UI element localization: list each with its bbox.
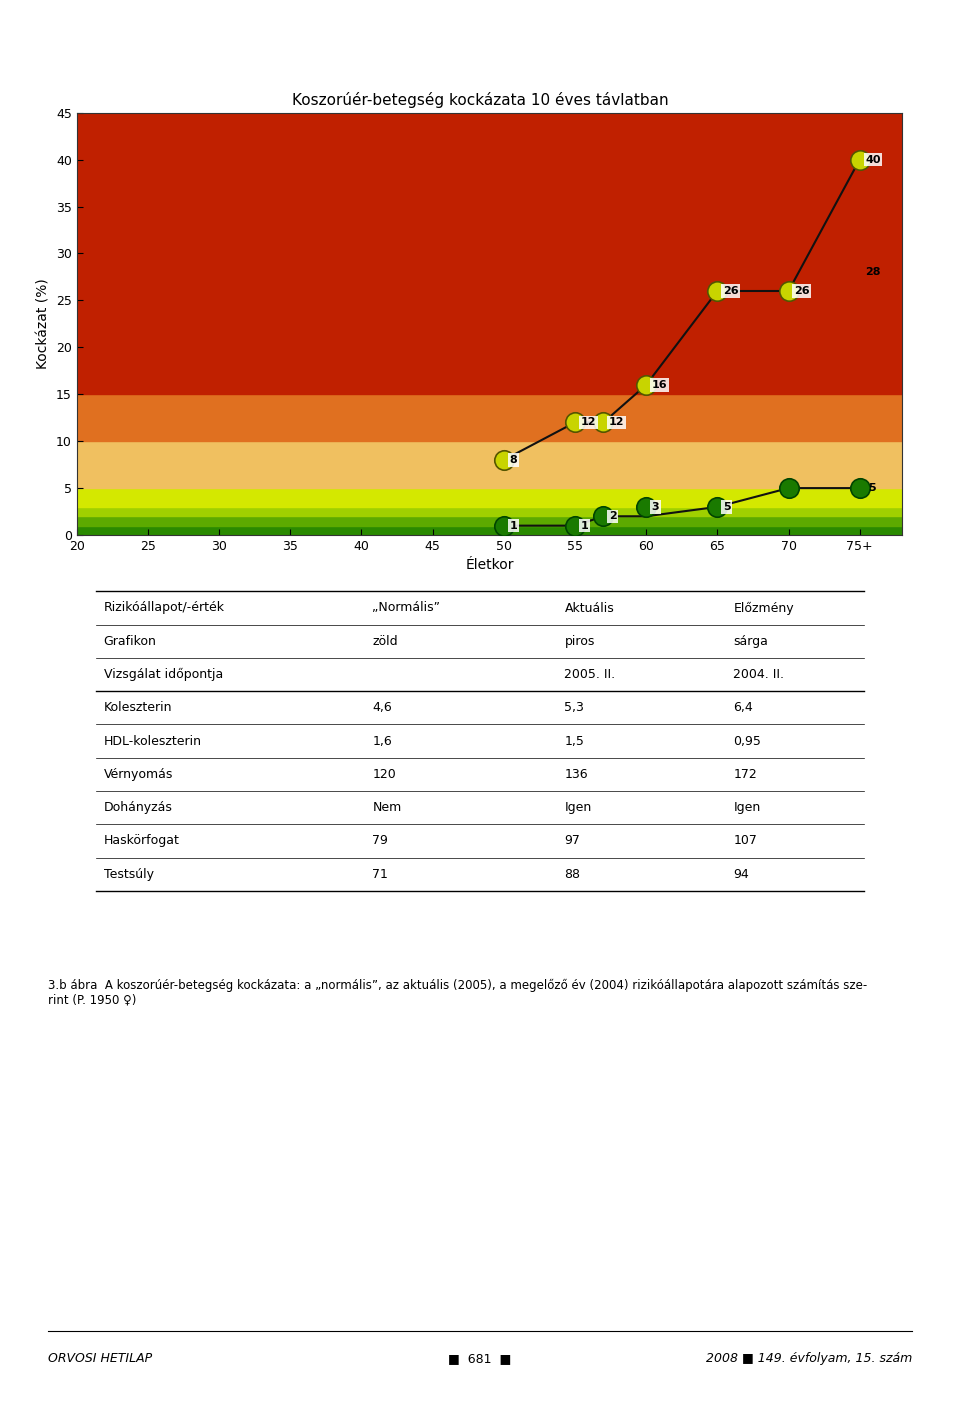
Text: „Normális”: „Normális” (372, 601, 441, 614)
Text: 2: 2 (609, 511, 616, 521)
Text: 28: 28 (865, 268, 880, 277)
Text: 12: 12 (609, 417, 625, 428)
Text: 88: 88 (564, 867, 581, 881)
Text: 1,6: 1,6 (372, 735, 393, 748)
Text: Haskörfogat: Haskörfogat (104, 835, 180, 848)
Text: 1,5: 1,5 (564, 735, 585, 748)
Text: 71: 71 (372, 867, 389, 881)
Text: Dohányzás: Dohányzás (104, 801, 173, 814)
Bar (77, 113, 902, 394)
X-axis label: Életkor: Életkor (466, 559, 514, 573)
Text: 8: 8 (510, 455, 517, 465)
Text: 4,6: 4,6 (372, 701, 393, 714)
Text: Koleszterin: Koleszterin (104, 701, 172, 714)
Bar (77, 507, 902, 517)
Text: 3.b ábra  A koszorúér-betegség kockázata: a „normális”, az aktuális (2005), a me: 3.b ábra A koszorúér-betegség kockázata:… (48, 979, 867, 1007)
Text: Koszorúér-betegség kockázata 10 éves távlatban: Koszorúér-betegség kockázata 10 éves táv… (292, 92, 668, 107)
Text: 5,3: 5,3 (564, 701, 585, 714)
Text: 97: 97 (564, 835, 581, 848)
Text: ■  681  ■: ■ 681 ■ (448, 1352, 512, 1366)
Bar (77, 525, 902, 535)
Text: Vizsgálat időpontja: Vizsgálat időpontja (104, 667, 223, 681)
Text: 5: 5 (868, 483, 876, 493)
Text: 136: 136 (564, 767, 588, 781)
Text: 1: 1 (581, 521, 588, 531)
Text: 2004. II.: 2004. II. (733, 667, 784, 681)
Text: 26: 26 (723, 286, 738, 296)
Text: ORVOSI HETILAP: ORVOSI HETILAP (48, 1352, 152, 1366)
Y-axis label: Kockázat (%): Kockázat (%) (36, 279, 51, 369)
Text: 172: 172 (733, 767, 757, 781)
Text: 79: 79 (372, 835, 389, 848)
Text: Vérnyomás: Vérnyomás (104, 767, 173, 781)
Text: 2008 ■ 149. évfolyam, 15. szám: 2008 ■ 149. évfolyam, 15. szám (706, 1352, 912, 1366)
Text: Testsúly: Testsúly (104, 867, 154, 881)
Text: sárga: sárga (733, 635, 768, 648)
Text: zöld: zöld (372, 635, 398, 648)
Text: 40: 40 (865, 155, 880, 165)
Text: Igen: Igen (564, 801, 591, 814)
Bar (77, 394, 902, 441)
Text: Grafikon: Grafikon (104, 635, 156, 648)
Text: 16: 16 (652, 380, 667, 390)
Text: 3: 3 (652, 501, 660, 513)
Text: 94: 94 (733, 867, 749, 881)
Text: 120: 120 (372, 767, 396, 781)
Text: 0,95: 0,95 (733, 735, 761, 748)
Text: Előzmény: Előzmény (733, 601, 794, 614)
Text: piros: piros (564, 635, 595, 648)
Text: 12: 12 (581, 417, 596, 428)
Text: 6,4: 6,4 (733, 701, 754, 714)
Text: 1: 1 (510, 521, 517, 531)
Text: Igen: Igen (733, 801, 760, 814)
Text: Rizikóállapot/-érték: Rizikóállapot/-érték (104, 601, 225, 614)
Text: Nem: Nem (372, 801, 401, 814)
Bar (77, 517, 902, 525)
Text: Aktuális: Aktuális (564, 601, 614, 614)
Bar (77, 489, 902, 507)
Text: 2005. II.: 2005. II. (564, 667, 615, 681)
Text: HDL-koleszterin: HDL-koleszterin (104, 735, 202, 748)
Text: 26: 26 (794, 286, 809, 296)
Text: 5: 5 (723, 501, 731, 513)
Bar (77, 441, 902, 489)
Text: 107: 107 (733, 835, 757, 848)
